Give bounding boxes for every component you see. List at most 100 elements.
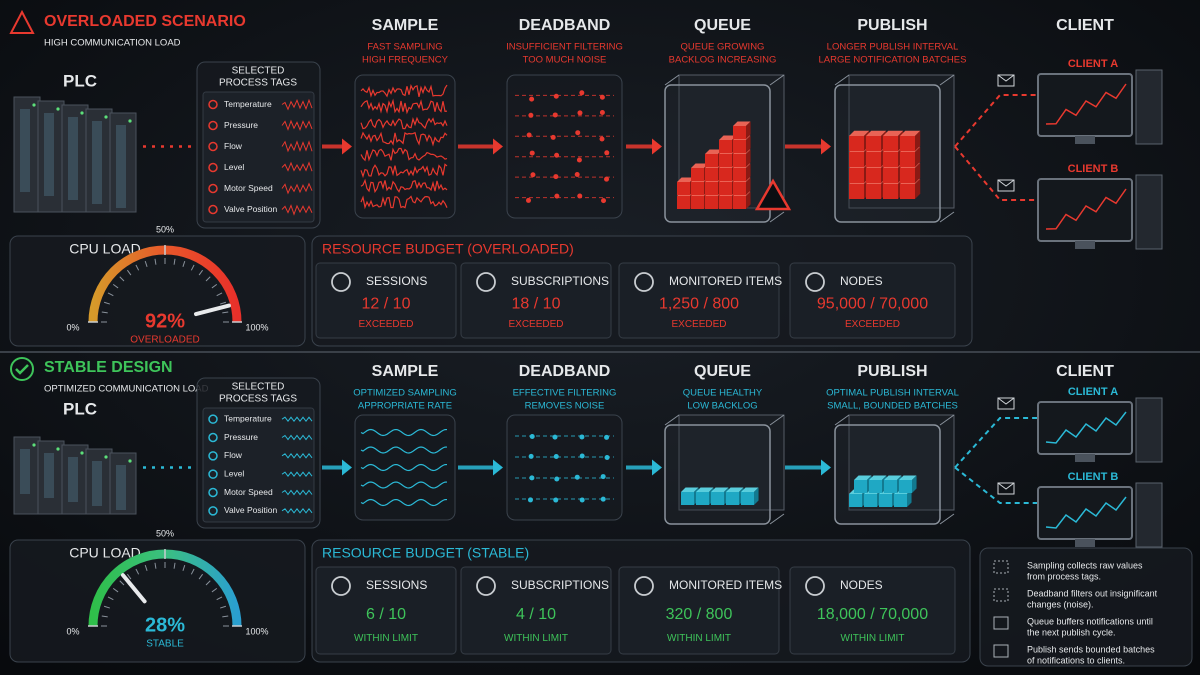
monitor-stand	[1075, 454, 1095, 462]
cube-front	[866, 168, 881, 183]
plc-led	[80, 451, 84, 455]
gauge-minor	[220, 301, 227, 305]
stage-caption: LARGE NOTIFICATION BATCHES	[819, 55, 967, 66]
cube-front	[854, 480, 867, 493]
legend-text: Queue buffers notifications until	[1027, 616, 1153, 626]
deadband-point	[577, 110, 583, 116]
stage-caption: BACKLOG INCREASING	[669, 55, 777, 66]
cube-front	[691, 196, 704, 209]
budget-card	[315, 566, 457, 655]
gauge-minor	[112, 283, 119, 289]
cube-top	[711, 487, 729, 492]
cube-front	[883, 136, 898, 151]
budget-icon	[634, 272, 654, 292]
cube-front	[733, 126, 746, 139]
cube-top	[900, 130, 921, 136]
cube-front	[900, 168, 915, 183]
tags-title: PROCESS TAGS	[219, 78, 297, 89]
cube-front	[849, 136, 864, 151]
plc-slot	[116, 125, 126, 208]
stage-caption: OPTIMAL PUBLISH INTERVAL	[826, 388, 959, 399]
budget-value: 12 / 10	[362, 295, 411, 312]
legend-icon	[993, 560, 1009, 574]
tag-icon	[208, 204, 218, 215]
budget-value: 4 / 10	[516, 606, 556, 623]
cube-front	[864, 494, 877, 507]
gauge-tick-label: 50%	[156, 224, 174, 234]
gauge-minor	[190, 568, 195, 575]
tag-trend	[281, 434, 313, 441]
alert-icon	[754, 178, 792, 211]
cube-side	[746, 191, 751, 209]
cube-top	[705, 149, 723, 154]
cube-top	[741, 487, 759, 492]
deadband-point	[529, 475, 535, 481]
cube-top	[677, 177, 695, 182]
tag-trend	[281, 161, 313, 172]
plc-led	[80, 111, 84, 115]
cube-front	[719, 182, 732, 195]
budget-title: RESOURCE BUDGET (OVERLOADED)	[322, 241, 574, 257]
cube-front	[894, 494, 907, 507]
check-mark	[15, 364, 29, 375]
envelope-flap	[997, 397, 1015, 405]
cube-front	[883, 184, 898, 199]
cube-top	[866, 130, 887, 136]
deadband-point	[604, 150, 610, 156]
cube-front	[883, 168, 898, 183]
tag-name: Temperature	[224, 413, 272, 423]
sample-wave	[360, 147, 448, 162]
pc-tower	[1135, 482, 1163, 548]
cube-front	[691, 182, 704, 195]
stage-caption: SMALL, BOUNDED BATCHES	[827, 401, 958, 412]
plc-label: PLC	[63, 399, 97, 418]
cube-front	[849, 184, 864, 199]
deadband-point	[553, 93, 559, 99]
cube-front	[883, 152, 898, 167]
gauge-minor	[173, 258, 176, 265]
cube-front	[705, 168, 718, 181]
cube-front	[691, 168, 704, 181]
cube-front	[681, 492, 694, 505]
container-front	[664, 424, 771, 525]
plc-slot	[68, 457, 78, 502]
plc-led	[56, 447, 60, 451]
deadband-point	[550, 134, 556, 140]
deadband-point	[600, 496, 606, 502]
budget-icon	[634, 576, 654, 596]
stage-caption: OPTIMIZED SAMPLING	[353, 388, 456, 399]
deadband-point	[604, 454, 610, 460]
panel	[9, 235, 306, 347]
deadband-point	[554, 476, 560, 482]
legend-text: Deadband filters out insignificant	[1027, 588, 1158, 598]
tag-icon	[208, 506, 218, 516]
plc-led	[32, 103, 36, 107]
stage-name: QUEUE	[694, 17, 751, 34]
budget-status: EXCEEDED	[671, 319, 726, 330]
arrow-head	[493, 459, 503, 476]
tag-icon	[208, 451, 218, 461]
tag-name: Motor Speed	[224, 487, 273, 497]
gauge-minor	[154, 562, 157, 569]
client-link	[954, 94, 1038, 148]
cube-side	[746, 135, 751, 153]
stage-name: SAMPLE	[372, 17, 439, 34]
cpu-label: CPU LOAD	[69, 241, 141, 257]
arrow-head	[652, 138, 662, 155]
plc-led	[128, 459, 132, 463]
sample-wave	[360, 116, 448, 130]
gauge-minor	[198, 269, 204, 276]
cube-top	[883, 130, 904, 136]
cube-top	[869, 475, 887, 480]
tag-trend	[281, 507, 313, 514]
deadband-point	[553, 497, 559, 503]
legend-text: of notifications to clients.	[1027, 655, 1125, 665]
pc-tower	[1135, 397, 1163, 463]
tag-trend	[281, 182, 313, 195]
budget-value: 6 / 10	[366, 606, 406, 623]
tag-name: Valve Position	[224, 204, 278, 214]
budget-name: SUBSCRIPTIONS	[511, 578, 609, 592]
monitor	[1037, 178, 1133, 242]
cube-front	[899, 480, 912, 493]
